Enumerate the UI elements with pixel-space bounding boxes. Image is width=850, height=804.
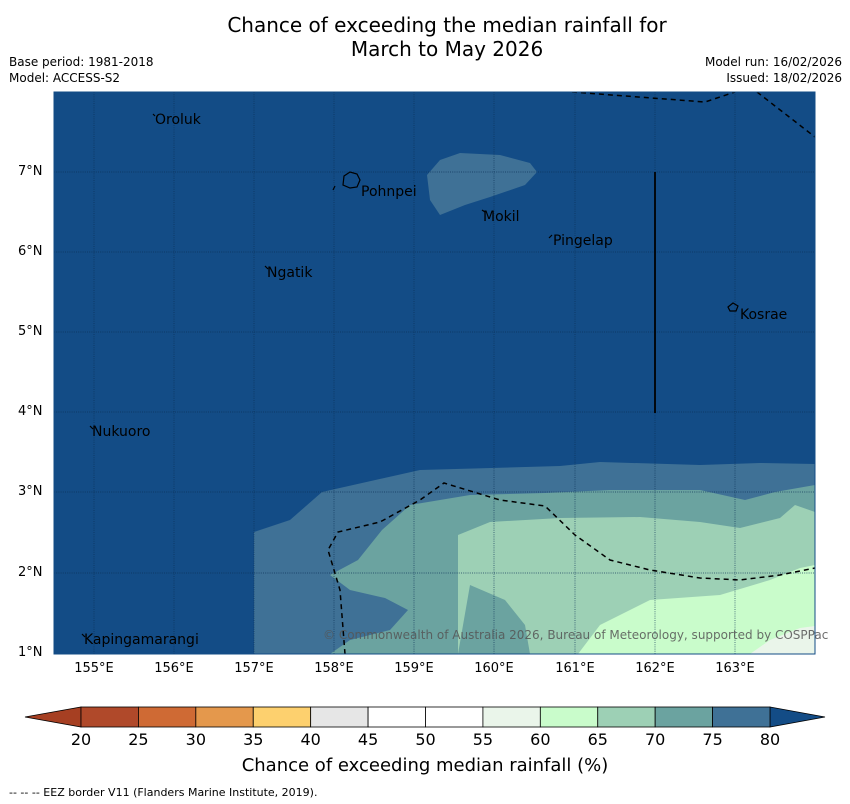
colorbar-tick-label: 75: [702, 730, 723, 749]
pohnpei-island: [342, 171, 361, 189]
lat-label: 7°N: [18, 164, 43, 179]
kosrae-island: [727, 302, 739, 312]
colorbar-swatch: [482, 706, 541, 728]
kapingamarangi-island: [81, 633, 86, 638]
colorbar-swatch: [252, 706, 312, 728]
eez-footnote: -- -- -- EEZ border V11 (Flanders Marine…: [9, 786, 318, 799]
label-pingelap: Pingelap: [553, 233, 613, 249]
colorbar: [24, 706, 826, 728]
lat-label: 1°N: [18, 645, 43, 660]
colorbar-swatch: [80, 706, 139, 728]
lon-label: 155°E: [74, 661, 114, 676]
eez-border: [327, 92, 815, 654]
title-line-1: Chance of exceeding the median rainfall …: [227, 13, 667, 37]
lon-label: 160°E: [474, 661, 514, 676]
gridlines: [54, 92, 815, 654]
colorbar-tick-label: 40: [300, 730, 321, 749]
nukuoro-island: [89, 425, 94, 430]
label-kosrae: Kosrae: [740, 307, 788, 323]
lat-label: 4°N: [18, 404, 43, 419]
lon-label: 161°E: [555, 661, 595, 676]
title-line-2: March to May 2026: [350, 37, 544, 61]
colorbar-swatch: [654, 706, 713, 728]
colorbar-tick-label: 50: [415, 730, 436, 749]
meta-left: Base period: 1981-2018 Model: ACCESS-S2: [9, 54, 154, 86]
copyright-note: © Commonwealth of Australia 2026, Bureau…: [323, 628, 829, 642]
model-name: Model: ACCESS-S2: [9, 71, 121, 85]
lon-label: 158°E: [314, 661, 354, 676]
colorbar-tick-label: 30: [185, 730, 207, 749]
colorbar-swatch: [712, 706, 771, 728]
colorbar-tick-label: 80: [759, 730, 781, 749]
colorbar-swatch: [539, 706, 599, 728]
colorbar-swatch: [138, 706, 197, 728]
model-run: Model run: 16/02/2026: [704, 55, 842, 69]
meta-right: Model run: 16/02/2026 Issued: 18/02/2026: [705, 54, 842, 86]
zone-70-75-patch: [330, 575, 408, 654]
lon-label: 156°E: [154, 661, 194, 676]
lon-label: 159°E: [394, 661, 434, 676]
map-title: Chance of exceeding the median rainfall …: [0, 13, 850, 61]
colorbar-title: Chance of exceeding median rainfall (%): [241, 755, 609, 776]
lat-label: 3°N: [18, 484, 43, 499]
label-pohnpei: Pohnpei: [361, 184, 417, 200]
oroluk-island: [152, 113, 156, 117]
colorbar-tick-label: 45: [357, 730, 379, 749]
label-kapingamarangi: Kapingamarangi: [84, 632, 199, 648]
lat-label: 5°N: [18, 324, 43, 339]
colorbar-tick-label: 70: [644, 730, 666, 749]
label-oroluk: Oroluk: [155, 112, 201, 128]
colorbar-tick-label: 25: [128, 730, 149, 749]
lat-label: 2°N: [18, 565, 43, 580]
colorbar-swatch: [310, 706, 369, 728]
colorbar-high-arrow: [769, 706, 826, 728]
colorbar-swatch: [425, 706, 484, 728]
pohnpei-islet: [332, 185, 336, 191]
map-frame: [53, 91, 816, 655]
colorbar-tick-label: 55: [472, 730, 494, 749]
colorbar-low-arrow: [24, 706, 82, 728]
lat-label: 6°N: [18, 244, 43, 259]
pingelap-island: [548, 234, 553, 239]
islands: [81, 113, 739, 638]
colorbar-tick-label: 35: [243, 730, 264, 749]
zone-55-60: [578, 565, 815, 654]
colorbar-tick-label: 20: [70, 730, 92, 749]
colorbar-swatch: [597, 706, 656, 728]
lon-label: 162°E: [635, 661, 675, 676]
ngatik-island: [264, 265, 269, 270]
label-nukuoro: Nukuoro: [92, 424, 151, 440]
colorbar-tick-label: 60: [530, 730, 551, 749]
colorbar-tick-label: 65: [587, 730, 608, 749]
lon-label: 163°E: [715, 661, 755, 676]
label-mokil: Mokil: [483, 209, 520, 225]
base-period: Base period: 1981-2018: [9, 55, 154, 69]
label-ngatik: Ngatik: [267, 265, 313, 281]
colorbar-swatch: [195, 706, 254, 728]
issued-date: Issued: 18/02/2026: [726, 71, 842, 85]
colorbar-swatch: [367, 706, 426, 728]
mokil-island: [481, 209, 486, 213]
zone-50-55: [750, 626, 815, 654]
zone-75-80-patch: [427, 153, 537, 215]
lon-label: 157°E: [234, 661, 274, 676]
